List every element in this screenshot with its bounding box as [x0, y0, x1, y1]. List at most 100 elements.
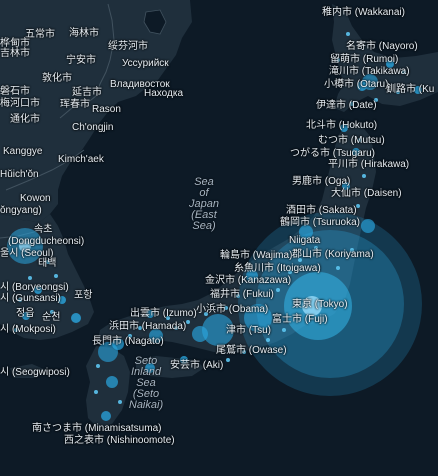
china-korea-border	[5, 149, 85, 191]
label-koriyama[interactable]: 郡山市 (Koriyama)	[292, 249, 374, 260]
label-hokuto[interactable]: 北斗市 (Hokuto)	[306, 120, 378, 131]
label-taebaek[interactable]: 태백	[38, 258, 57, 269]
label-niigata[interactable]: Niigata	[289, 235, 321, 246]
city-bubbles	[98, 60, 422, 421]
label-wakkanai[interactable]: 稚内市 (Wakkanai)	[322, 7, 405, 18]
label-nishinoomote[interactable]: 西之表市 (Nishinoomote)	[64, 435, 175, 446]
label-ussuriysk[interactable]: Уссурийск	[122, 58, 169, 69]
label-sokcho[interactable]: 속초	[34, 224, 53, 235]
label-otaru[interactable]: 小樽市 (Otaru)	[324, 79, 389, 90]
bubble-busan	[71, 313, 81, 323]
label-chongjin[interactable]: Ch'ongjin	[72, 122, 114, 133]
label-seogwipo[interactable]: 시 (Seogwiposi)	[0, 367, 70, 378]
label-oga[interactable]: 男鹿市 (Oga)	[292, 176, 351, 187]
label-meihekou[interactable]: 梅河口市	[0, 98, 40, 109]
china-russia-border	[59, 3, 115, 119]
label-gunsan[interactable]: 시 (Gunsansi)	[0, 293, 61, 304]
label-panshi[interactable]: 磐石市	[0, 86, 30, 97]
label-hongyang[interactable]: ŏngyang)	[0, 205, 42, 216]
bubble-kitakyushu	[112, 338, 124, 350]
bubble-hakodate	[340, 124, 348, 132]
label-fukui[interactable]: 福井市 (Fukui)	[210, 289, 274, 300]
bubble-kagoshima	[101, 411, 111, 421]
label-sakata[interactable]: 酒田市 (Sakata)	[286, 205, 357, 216]
label-wuchang[interactable]: 五常市	[25, 29, 55, 40]
bubble-gwangju	[22, 312, 30, 320]
label-mokpo[interactable]: 시 (Mokposi)	[0, 324, 56, 335]
label-nayoro[interactable]: 名寄市 (Nayoro)	[346, 41, 418, 52]
label-pohang[interactable]: 포항	[74, 290, 93, 301]
label-boryeong[interactable]: 시 (Boryeongsi)	[0, 282, 69, 293]
label-jeongeup[interactable]: 정읍	[16, 308, 35, 319]
label-kanazawa[interactable]: 金沢市 (Kanazawa)	[205, 275, 292, 286]
bubble-osaka	[202, 314, 234, 346]
label-nagato[interactable]: 長門市 (Nagato)	[92, 336, 164, 347]
label-hirakawa[interactable]: 平川市 (Hirakawa)	[328, 159, 410, 170]
bubble-tokyo-core	[302, 296, 322, 316]
bubble-sapporo	[362, 74, 378, 90]
label-nakhodka[interactable]: Находка	[144, 88, 184, 99]
korea-bubbles	[22, 286, 81, 323]
label-kanggye[interactable]: Kanggye	[3, 146, 43, 157]
bubble-asahikawa	[386, 60, 394, 68]
label-wajima[interactable]: 輪島市 (Wajima)	[220, 250, 293, 261]
town-dots	[14, 32, 406, 404]
bubble-daegu	[58, 296, 66, 304]
label-aki[interactable]: 安芸市 (Aki)	[170, 360, 224, 371]
label-daisen[interactable]: 大仙市 (Daisen)	[331, 188, 402, 199]
label-ningan[interactable]: 宁安市	[66, 55, 96, 66]
bubble-matsuyama	[145, 363, 155, 373]
lake-khanka	[143, 9, 167, 35]
label-tsugaru[interactable]: つがる市 (Tsugaru)	[290, 148, 376, 159]
bubble-aomori	[352, 148, 360, 156]
label-suncheon[interactable]: 순천	[42, 312, 61, 323]
bubble-seoul-core	[19, 240, 31, 252]
label-rason[interactable]: Rason	[92, 104, 121, 115]
bubble-daejeon	[34, 286, 42, 294]
label-itoigawa[interactable]: 糸魚川市 (Itoigawa)	[234, 263, 321, 274]
label-vladivostok[interactable]: Владивосток	[110, 79, 170, 90]
label-tokyo[interactable]: 東京 (Tokyo)	[292, 299, 348, 310]
label-dongducheon[interactable]: (Dongducheonsi)	[8, 236, 85, 247]
label-dunhua[interactable]: 敦化市	[42, 73, 72, 84]
label-owase[interactable]: 尾鷲市 (Owase)	[216, 345, 287, 356]
label-mutsu[interactable]: むつ市 (Mutsu)	[318, 135, 385, 146]
label-hunchun[interactable]: 珲春市	[60, 99, 90, 110]
bubble-kushiro	[414, 86, 422, 94]
bubble-nagoya	[244, 304, 272, 332]
label-date[interactable]: 伊達市 (Date)	[316, 100, 377, 111]
sea-of-japan-label: Sea of Japan (East Sea)	[189, 176, 219, 232]
bubble-sendai	[361, 219, 375, 233]
label-takikawa[interactable]: 滝川市 (Takikawa)	[329, 66, 410, 77]
label-suifenhe[interactable]: 绥芬河市	[108, 41, 148, 52]
label-seoul[interactable]: 울시 (Seoul)	[0, 248, 54, 259]
label-obama[interactable]: 小浜市 (Obama)	[196, 304, 269, 315]
label-hailin[interactable]: 海林市	[69, 28, 99, 39]
bubble-takamatsu	[180, 356, 188, 364]
label-kimchaek[interactable]: Kimch'aek	[58, 154, 104, 165]
jeju-island	[10, 364, 46, 378]
label-tonghua[interactable]: 通化市	[10, 114, 40, 125]
label-jilin[interactable]: 吉林市	[0, 48, 30, 59]
label-yanji[interactable]: 延吉市	[72, 87, 102, 98]
label-tsuruoka[interactable]: 鶴岡市 (Tsuruoka)	[280, 217, 361, 228]
bubble-niigata	[299, 225, 313, 239]
bubble-kobe	[192, 326, 208, 342]
label-huadian[interactable]: 桦甸市	[0, 38, 30, 49]
label-tsu[interactable]: 津市 (Tsu)	[226, 325, 271, 336]
label-kowon[interactable]: Kowon	[20, 193, 51, 204]
bubble-akita	[342, 182, 350, 190]
bubble-hiroshima	[149, 329, 163, 343]
label-fuji[interactable]: 富士市 (Fuji)	[272, 314, 328, 325]
mainland-landmass	[0, 0, 192, 222]
bubble-kanazawa	[246, 270, 258, 282]
label-izumo[interactable]: 出雲市 (Izumo)	[130, 308, 197, 319]
label-rumoi[interactable]: 留萌市 (Rumoi)	[330, 54, 399, 65]
label-minamisatsuma[interactable]: 南さつま市 (Minamisatsuma)	[32, 423, 162, 434]
label-huichon[interactable]: Hŭich'ŏn	[0, 169, 39, 180]
label-kushiro[interactable]: 釧路市 (Ku	[386, 84, 435, 95]
label-hamada[interactable]: 浜田市 (Hamada)	[109, 321, 187, 332]
bubble-matsue	[146, 310, 154, 318]
